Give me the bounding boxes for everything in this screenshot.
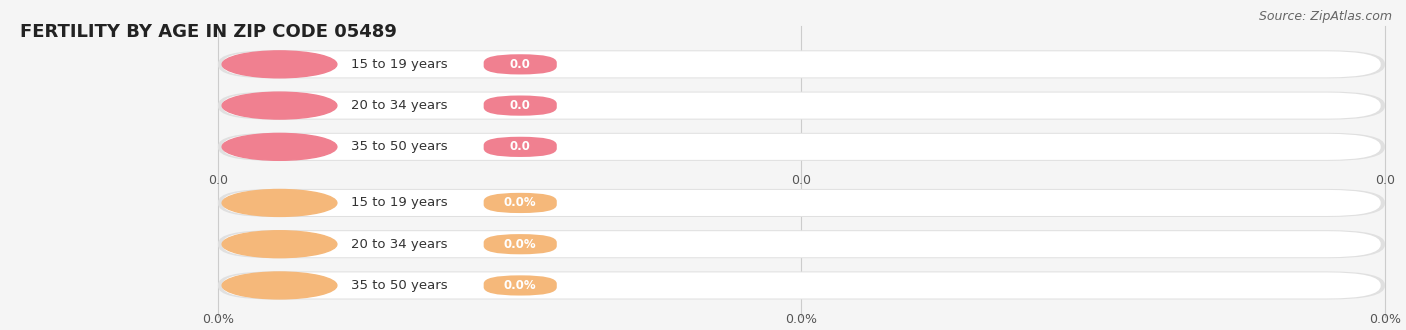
Text: 15 to 19 years: 15 to 19 years	[352, 58, 447, 71]
Text: 20 to 34 years: 20 to 34 years	[352, 99, 447, 112]
FancyBboxPatch shape	[222, 231, 1381, 257]
FancyBboxPatch shape	[222, 190, 1381, 216]
Text: 0.0%: 0.0%	[202, 313, 233, 326]
FancyBboxPatch shape	[218, 230, 1385, 258]
Text: 0.0: 0.0	[510, 140, 530, 153]
Circle shape	[222, 92, 337, 119]
Circle shape	[222, 189, 337, 216]
Text: 0.0%: 0.0%	[503, 196, 537, 210]
Circle shape	[222, 231, 337, 258]
FancyBboxPatch shape	[218, 91, 1385, 119]
Text: 0.0%: 0.0%	[503, 238, 537, 251]
FancyBboxPatch shape	[222, 273, 1381, 298]
Text: 15 to 19 years: 15 to 19 years	[352, 196, 447, 210]
FancyBboxPatch shape	[218, 133, 1385, 161]
Text: 0.0: 0.0	[510, 99, 530, 112]
Circle shape	[222, 133, 337, 160]
Text: 20 to 34 years: 20 to 34 years	[352, 238, 447, 251]
Text: FERTILITY BY AGE IN ZIP CODE 05489: FERTILITY BY AGE IN ZIP CODE 05489	[20, 23, 396, 41]
Text: 0.0%: 0.0%	[503, 279, 537, 292]
Circle shape	[222, 51, 337, 78]
FancyBboxPatch shape	[484, 54, 557, 75]
Text: 0.0: 0.0	[792, 174, 811, 187]
Text: 0.0%: 0.0%	[786, 313, 817, 326]
Text: 0.0: 0.0	[1375, 174, 1395, 187]
FancyBboxPatch shape	[484, 137, 557, 157]
FancyBboxPatch shape	[484, 275, 557, 296]
FancyBboxPatch shape	[484, 193, 557, 213]
FancyBboxPatch shape	[222, 92, 1381, 118]
FancyBboxPatch shape	[218, 189, 1385, 217]
Text: 0.0: 0.0	[208, 174, 228, 187]
Text: 35 to 50 years: 35 to 50 years	[352, 279, 447, 292]
FancyBboxPatch shape	[484, 234, 557, 254]
FancyBboxPatch shape	[218, 271, 1385, 300]
Text: 0.0: 0.0	[510, 58, 530, 71]
FancyBboxPatch shape	[484, 95, 557, 116]
FancyBboxPatch shape	[222, 51, 1381, 77]
Text: 35 to 50 years: 35 to 50 years	[352, 140, 447, 153]
Text: 0.0%: 0.0%	[1369, 313, 1400, 326]
FancyBboxPatch shape	[222, 134, 1381, 160]
Circle shape	[222, 272, 337, 299]
Text: Source: ZipAtlas.com: Source: ZipAtlas.com	[1258, 10, 1392, 23]
FancyBboxPatch shape	[218, 50, 1385, 78]
